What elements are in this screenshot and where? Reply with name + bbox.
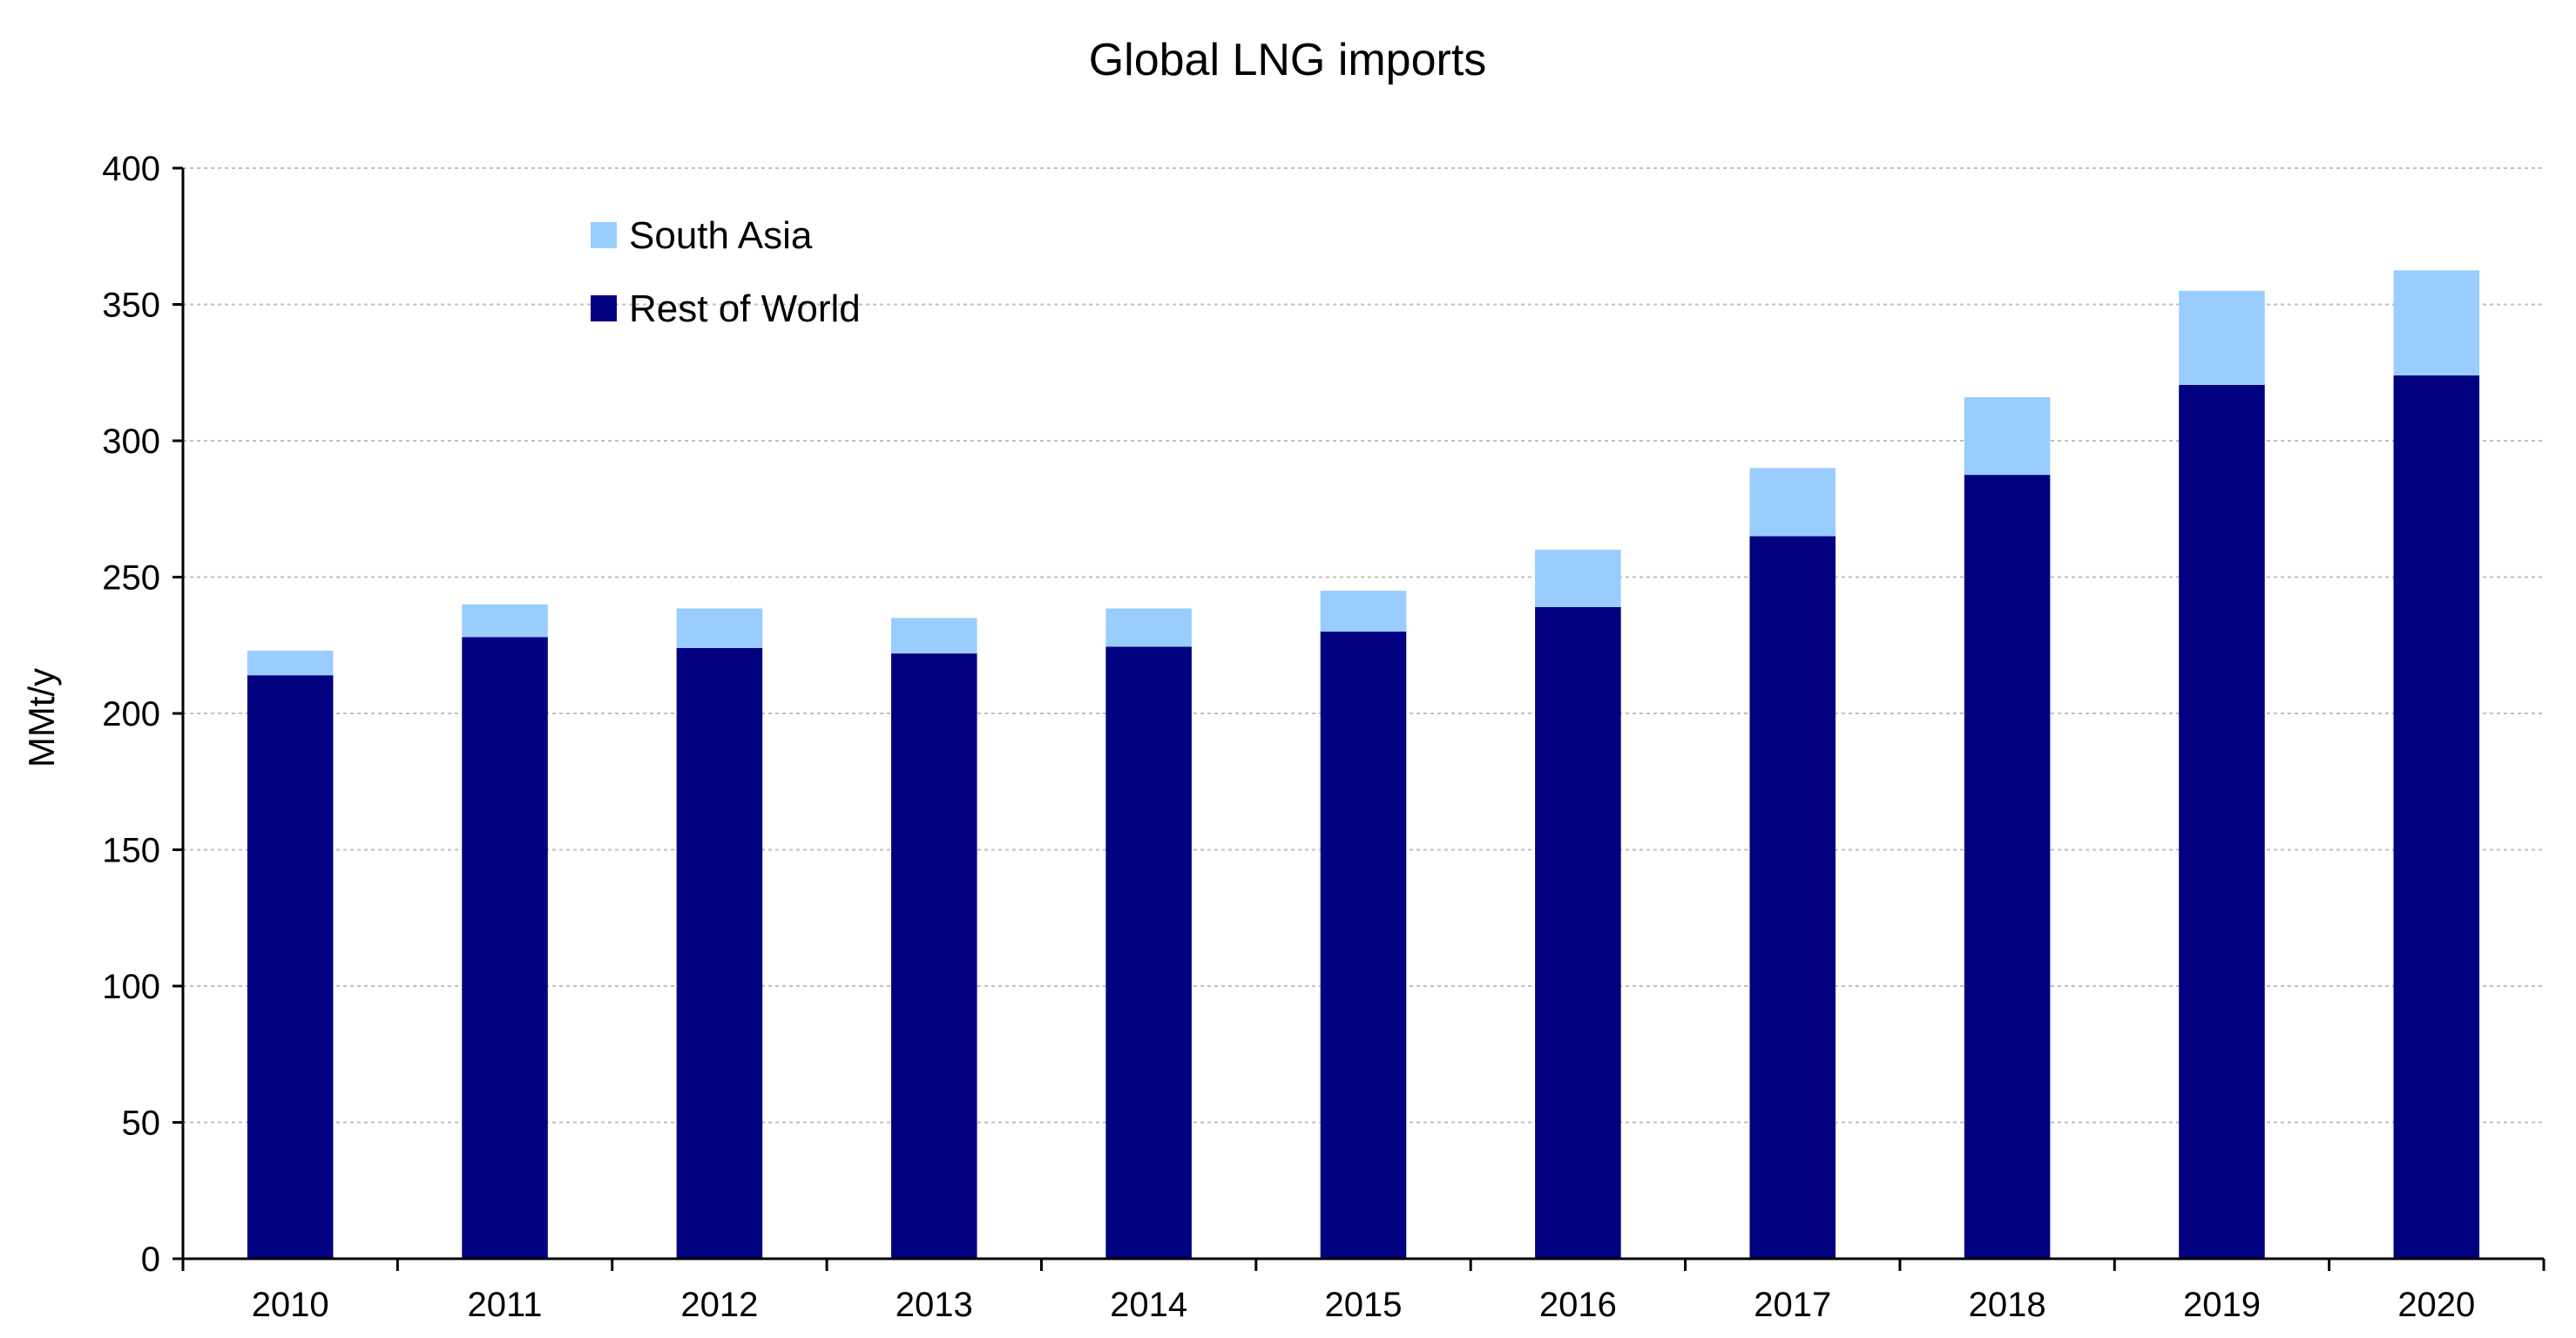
legend-swatch-south-asia <box>591 222 617 248</box>
x-tick-label: 2017 <box>1754 1286 1831 1324</box>
bar-rest-of-world-2011 <box>462 637 548 1259</box>
bar-rest-of-world-2019 <box>2179 384 2265 1260</box>
y-tick-labels: 0 50 100 150 200 250 300 350 400 <box>102 150 160 1279</box>
bar-south-asia-2013 <box>891 618 977 654</box>
bar-south-asia-2020 <box>2393 270 2480 375</box>
bar-south-asia-2016 <box>1535 550 1621 607</box>
x-tick-label: 2012 <box>680 1286 758 1324</box>
bar-rest-of-world-2014 <box>1105 646 1192 1259</box>
axes <box>172 166 2546 1271</box>
bar-south-asia-2014 <box>1105 608 1192 647</box>
bars <box>247 270 2480 1260</box>
bar-rest-of-world-2018 <box>1964 475 2051 1259</box>
chart-title: Global LNG imports <box>1089 35 1487 85</box>
bar-south-asia-2018 <box>1964 396 2051 476</box>
bar-rest-of-world-2017 <box>1749 536 1836 1259</box>
x-tick-label: 2013 <box>896 1286 973 1324</box>
bar-rest-of-world-2012 <box>676 647 763 1259</box>
x-tick-label: 2020 <box>2397 1286 2475 1324</box>
y-tick-label: 150 <box>102 832 160 870</box>
bar-rest-of-world-2013 <box>891 653 977 1259</box>
x-tick-label: 2018 <box>1969 1286 2046 1324</box>
bar-rest-of-world-2020 <box>2393 375 2480 1259</box>
y-tick-label: 350 <box>102 287 160 325</box>
y-tick-label: 0 <box>141 1240 160 1279</box>
bar-south-asia-2019 <box>2179 290 2265 385</box>
x-tick-label: 2019 <box>2183 1286 2261 1324</box>
y-tick-label: 250 <box>102 559 160 598</box>
legend-label-south-asia: South Asia <box>629 214 813 257</box>
bar-rest-of-world-2016 <box>1535 606 1621 1259</box>
x-tick-label: 2016 <box>1539 1286 1617 1324</box>
x-tick-label: 2011 <box>468 1286 543 1324</box>
bar-south-asia-2010 <box>247 651 334 676</box>
legend-label-rest-of-world: Rest of World <box>629 287 861 330</box>
x-tick-label: 2010 <box>252 1286 329 1324</box>
y-tick-label: 100 <box>102 968 160 1006</box>
y-tick-label: 400 <box>102 150 160 188</box>
y-axis-label: MMt/y <box>21 668 62 767</box>
bar-south-asia-2012 <box>676 608 763 648</box>
bar-south-asia-2015 <box>1320 591 1407 632</box>
legend: South Asia Rest of World <box>591 214 861 330</box>
y-tick-label: 200 <box>102 695 160 733</box>
x-tick-label: 2014 <box>1110 1286 1187 1324</box>
legend-swatch-rest-of-world <box>591 295 617 321</box>
bar-south-asia-2017 <box>1749 468 1836 537</box>
bar-rest-of-world-2015 <box>1320 632 1407 1259</box>
bar-south-asia-2011 <box>462 604 548 638</box>
bar-rest-of-world-2010 <box>247 675 334 1259</box>
y-tick-label: 50 <box>122 1105 161 1143</box>
y-tick-label: 300 <box>102 422 160 461</box>
x-tick-label: 2015 <box>1325 1286 1403 1324</box>
x-tick-labels: 2010 2011 2012 2013 2014 2015 2016 2017 2018 2019… <box>252 1286 2476 1324</box>
